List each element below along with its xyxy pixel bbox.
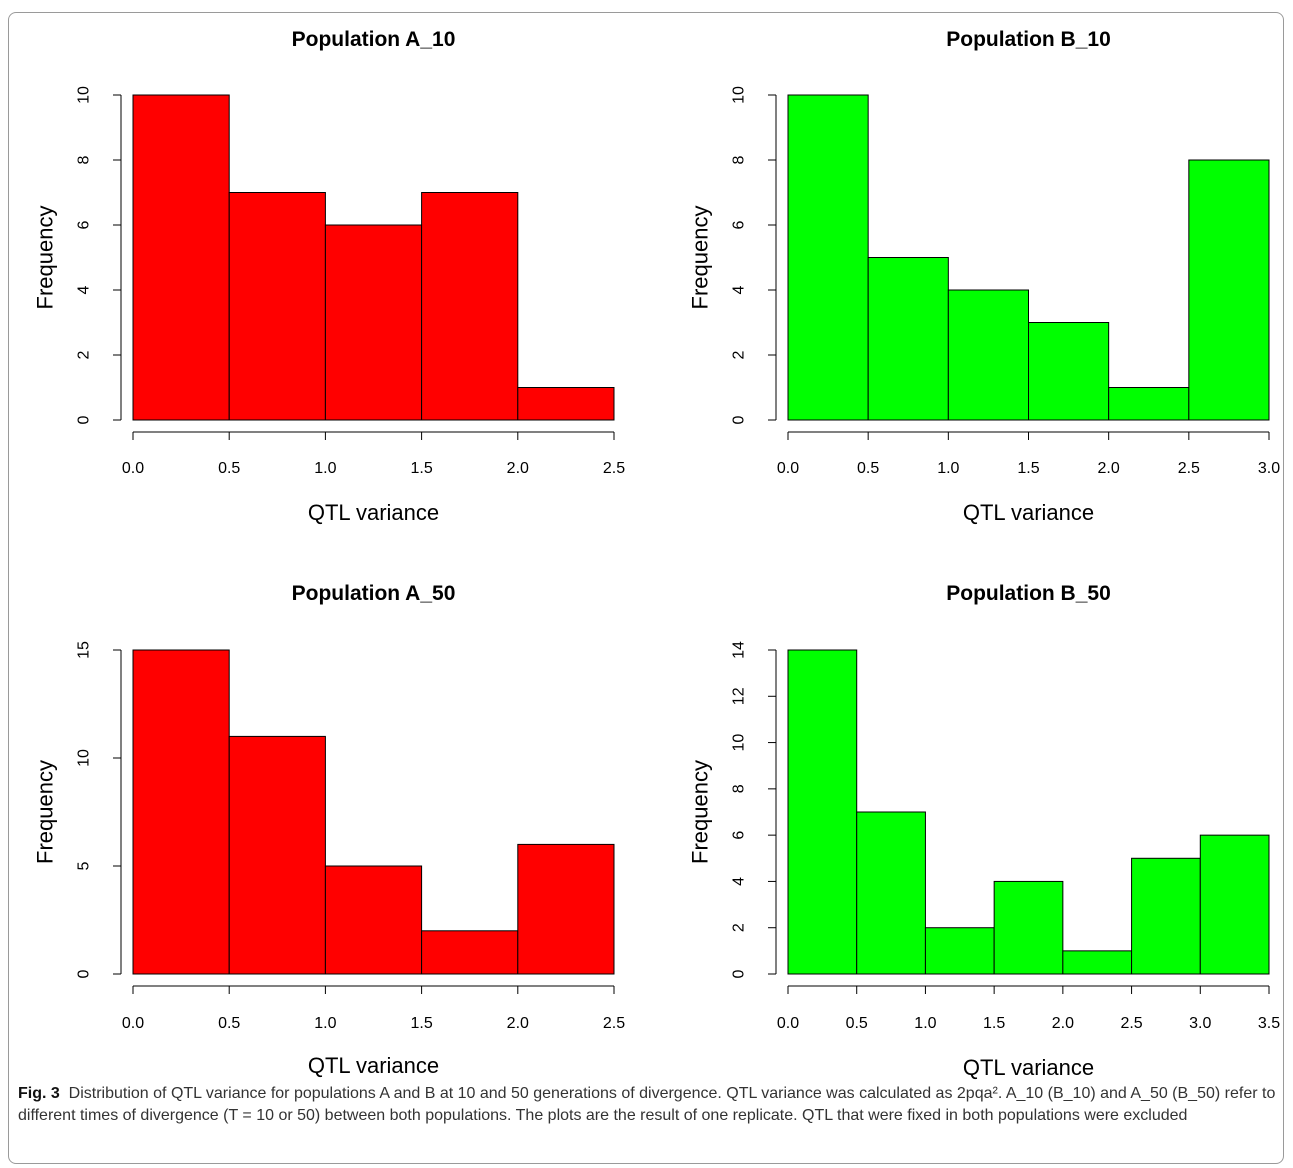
chart-panel-a50: Population A_50 0.0 0.5 1.0 1.5 2.0 2.5 QTL var… xyxy=(33,582,626,1078)
y-axis-label-a50: Frequency xyxy=(33,760,58,864)
chart-title-a10: Population A_10 xyxy=(292,28,456,51)
y-tick-label-b50-2: 4 xyxy=(731,877,748,886)
figure-frame xyxy=(8,12,1284,1164)
chart-title-b10: Population B_10 xyxy=(946,28,1111,51)
bar-b10-5 xyxy=(1188,159,1270,421)
x-tick-label-b10-6: 3.0 xyxy=(1258,460,1280,477)
y-tick-label-b10-5: 10 xyxy=(731,86,748,104)
y-tick-label-a10-5: 10 xyxy=(76,86,93,104)
bar-a50-1 xyxy=(228,735,326,975)
y-tick-label-b50-6: 12 xyxy=(731,687,748,705)
x-axis-label-a50: QTL variance xyxy=(308,1053,439,1078)
y-tick-label-a50-2: 10 xyxy=(76,749,93,767)
bar-b50-3 xyxy=(993,880,1064,975)
x-tick-label-a50-2: 1.0 xyxy=(314,1015,336,1032)
bar-a50-2 xyxy=(324,865,423,975)
bar-b50-1 xyxy=(856,811,926,975)
x-tick-label-a10-1: 0.5 xyxy=(218,460,240,477)
x-tick-label-a50-1: 0.5 xyxy=(218,1015,240,1032)
x-tick-label-b50-4: 2.0 xyxy=(1052,1015,1074,1032)
x-tick-label-b50-2: 1.0 xyxy=(914,1015,936,1032)
y-tick-label-b50-0: 0 xyxy=(731,969,748,978)
x-tick-label-b50-1: 0.5 xyxy=(846,1015,868,1032)
bar-a10-2 xyxy=(324,224,423,421)
x-tick-label-a10-0: 0.0 xyxy=(122,460,144,477)
figure-label: Fig. 3 xyxy=(18,1085,60,1102)
caption-text: Distribution of QTL variance for populat… xyxy=(18,1085,1276,1124)
bar-a10-1 xyxy=(228,192,326,421)
x-tick-label-a50-4: 2.0 xyxy=(507,1015,529,1032)
bar-a50-0 xyxy=(132,649,230,975)
y-tick-label-b50-5: 10 xyxy=(731,734,748,752)
y-axis-label-b50: Frequency xyxy=(688,760,713,864)
y-tick-label-a10-4: 8 xyxy=(76,155,93,164)
x-tick-label-b50-3: 1.5 xyxy=(983,1015,1005,1032)
x-tick-label-b10-5: 2.5 xyxy=(1178,460,1200,477)
x-tick-label-b10-2: 1.0 xyxy=(937,460,959,477)
chart-title-b50: Population B_50 xyxy=(946,582,1111,605)
x-tick-label-b10-4: 2.0 xyxy=(1098,460,1120,477)
bar-b10-1 xyxy=(867,257,949,421)
x-tick-label-a10-2: 1.0 xyxy=(314,460,336,477)
x-axis-label-b50: QTL variance xyxy=(963,1055,1094,1080)
y-axis-label-a10: Frequency xyxy=(33,206,58,310)
x-tick-label-a10-5: 2.5 xyxy=(603,460,625,477)
bar-b50-4 xyxy=(1062,950,1133,975)
y-tick-label-b50-3: 6 xyxy=(731,831,748,840)
x-tick-label-b10-3: 1.5 xyxy=(1017,460,1039,477)
bar-a50-4 xyxy=(517,843,615,975)
x-tick-label-b10-1: 0.5 xyxy=(857,460,879,477)
y-tick-label-b10-3: 6 xyxy=(731,220,748,229)
y-tick-label-b10-1: 2 xyxy=(731,350,748,359)
bar-b50-2 xyxy=(924,927,995,975)
y-tick-label-a50-1: 5 xyxy=(76,861,93,870)
y-tick-label-b50-1: 2 xyxy=(731,923,748,932)
bar-b10-0 xyxy=(787,94,869,421)
bar-a10-0 xyxy=(132,94,230,421)
figure-caption: Fig. 3 Distribution of QTL variance for … xyxy=(18,1083,1280,1127)
x-tick-label-b10-0: 0.0 xyxy=(777,460,799,477)
chart-panel-b50: Population B_50 0.0 0.5 1.0 1.5 2.0 2.5 3.0 3.5 Q… xyxy=(688,582,1281,1080)
y-tick-label-b10-2: 4 xyxy=(731,285,748,294)
y-tick-label-a10-3: 6 xyxy=(76,220,93,229)
y-axis-label-b10: Frequency xyxy=(688,206,713,310)
chart-panel-a10: Population A_10 0.0 0.5 1.0 1.5 2.0 2.5 QTL var… xyxy=(33,28,626,525)
x-tick-label-a50-5: 2.5 xyxy=(603,1015,625,1032)
x-axis-label-b10: QTL variance xyxy=(963,500,1094,525)
histogram-panels: Population A_10 0.0 0.5 1.0 1.5 2.0 2.5 QTL var… xyxy=(33,28,1281,1080)
bar-b10-2 xyxy=(947,289,1029,421)
x-tick-label-a10-3: 1.5 xyxy=(410,460,432,477)
y-tick-label-b50-4: 8 xyxy=(731,784,748,793)
y-tick-label-a10-0: 0 xyxy=(76,415,93,424)
x-tick-label-a50-3: 1.5 xyxy=(410,1015,432,1032)
y-tick-label-b50-7: 14 xyxy=(731,641,748,659)
x-tick-label-b50-0: 0.0 xyxy=(777,1015,799,1032)
chart-title-a50: Population A_50 xyxy=(292,582,456,605)
y-tick-label-a50-0: 0 xyxy=(76,969,93,978)
y-tick-label-b10-0: 0 xyxy=(731,415,748,424)
bar-b10-3 xyxy=(1028,322,1110,421)
x-tick-label-a50-0: 0.0 xyxy=(122,1015,144,1032)
bar-a10-3 xyxy=(421,192,519,421)
x-tick-label-a10-4: 2.0 xyxy=(507,460,529,477)
bar-b50-5 xyxy=(1131,857,1201,975)
y-tick-label-b10-4: 8 xyxy=(731,155,748,164)
bar-a10-4 xyxy=(517,387,615,421)
y-tick-label-a10-2: 4 xyxy=(76,285,93,294)
x-tick-label-b50-6: 3.0 xyxy=(1189,1015,1211,1032)
x-tick-label-b50-5: 2.5 xyxy=(1120,1015,1142,1032)
bar-a50-3 xyxy=(421,930,519,975)
x-tick-label-b50-7: 3.5 xyxy=(1258,1015,1280,1032)
bar-b50-6 xyxy=(1199,834,1270,975)
y-tick-label-a10-1: 2 xyxy=(76,350,93,359)
bar-b50-0 xyxy=(787,649,858,975)
chart-panel-b10: Population B_10 0.0 0.5 1.0 1.5 2.0 2.5 3.0 QTL … xyxy=(688,28,1281,525)
x-axis-label-a10: QTL variance xyxy=(308,500,439,525)
y-tick-label-a50-3: 15 xyxy=(76,641,93,659)
bar-b10-4 xyxy=(1108,387,1190,421)
